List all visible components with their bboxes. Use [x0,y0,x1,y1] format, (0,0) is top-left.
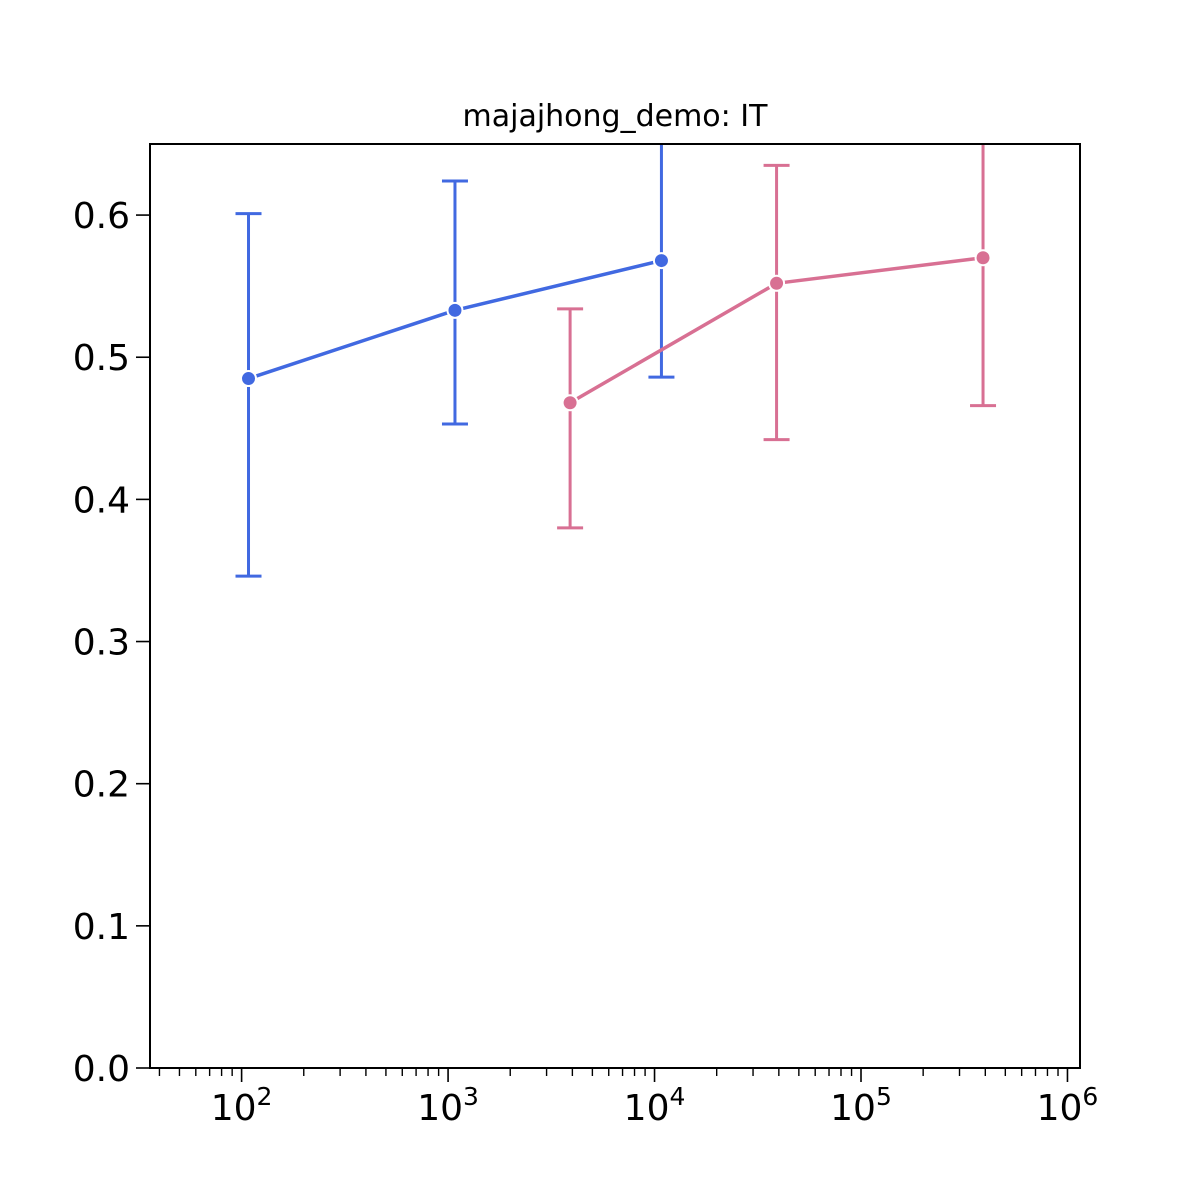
x-tick-label: 106 [1037,1082,1099,1129]
chart-title: majajhong_demo: IT [463,99,769,134]
y-tick-label: 0.3 [73,623,130,664]
y-tick-label: 0.1 [73,907,130,948]
x-tick-exponent: 6 [1082,1082,1098,1111]
x-tick-exponent: 2 [257,1082,273,1111]
x-tick-base: 10 [417,1088,463,1129]
plot-series [235,144,997,578]
data-point [974,249,992,267]
x-tick-label: 105 [830,1082,892,1129]
y-tick-label: 0.6 [73,196,130,237]
data-point [446,301,464,319]
data-point [561,394,579,412]
data-point [768,274,786,292]
axis-ticks [136,214,1069,1082]
x-tick-base: 10 [830,1088,876,1129]
series-1 [235,144,675,578]
series-2 [557,144,997,530]
x-tick-exponent: 3 [463,1082,479,1111]
data-point [240,370,258,388]
plot-frame [149,143,1081,1069]
x-tick-base: 10 [624,1088,670,1129]
x-tick-exponent: 5 [876,1082,892,1111]
x-minor-ticks [158,1068,1059,1076]
data-point [652,252,670,270]
y-tick-label: 0.2 [73,765,130,806]
x-tick-label: 103 [417,1082,479,1129]
x-tick-exponent: 4 [669,1082,685,1111]
y-tick-label: 0.0 [73,1049,130,1090]
x-tick-base: 10 [211,1088,257,1129]
x-tick-base: 10 [1037,1088,1083,1129]
y-tick-label: 0.4 [73,480,130,521]
y-tick-label: 0.5 [73,338,130,379]
x-tick-label: 104 [624,1082,686,1129]
x-tick-label: 102 [211,1082,273,1129]
